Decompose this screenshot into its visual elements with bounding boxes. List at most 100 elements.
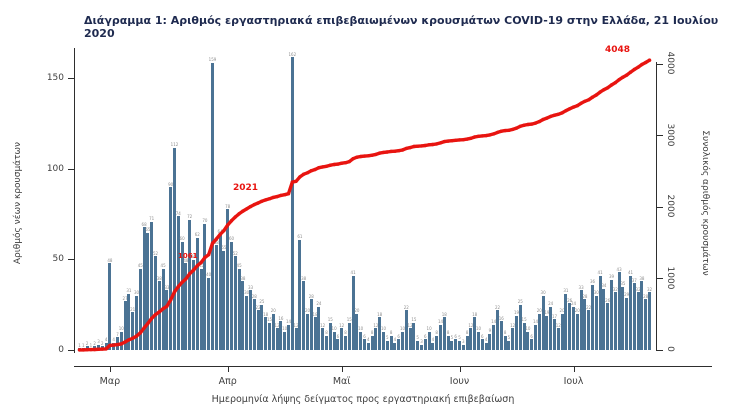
y-right-tick-mark bbox=[657, 349, 663, 351]
daily-cases-bar bbox=[575, 313, 579, 350]
daily-cases-bar bbox=[613, 292, 617, 350]
daily-cases-bar bbox=[404, 310, 408, 350]
daily-cases-bar-label: 16 bbox=[498, 315, 504, 321]
daily-cases-bar-label: 28 bbox=[308, 293, 314, 299]
daily-cases-bar-label: 5 bbox=[416, 335, 419, 341]
cumulative-cases-point bbox=[222, 228, 226, 233]
cumulative-cases-point bbox=[571, 105, 576, 109]
daily-cases-bar-label: 1 bbox=[82, 342, 85, 348]
daily-cases-bar-label: 8 bbox=[370, 330, 374, 336]
daily-cases-bar-label: 10 bbox=[358, 326, 364, 332]
daily-cases-bar-label: 28 bbox=[643, 293, 649, 299]
daily-cases-bar bbox=[518, 304, 522, 350]
daily-cases-bar bbox=[568, 303, 572, 350]
cumulative-cases-point bbox=[613, 81, 617, 85]
daily-cases-bar bbox=[108, 263, 112, 350]
daily-cases-bar bbox=[458, 340, 461, 350]
y-right-tick-mark bbox=[657, 278, 663, 279]
daily-cases-bar bbox=[366, 342, 370, 350]
cumulative-cases-point bbox=[324, 164, 329, 168]
cumulative-cases-point bbox=[556, 112, 560, 117]
daily-cases-bar bbox=[169, 187, 173, 350]
daily-cases-bar-label: 30 bbox=[540, 290, 546, 296]
daily-cases-bar-label: 50 bbox=[190, 254, 197, 260]
daily-cases-bar bbox=[328, 322, 332, 350]
cumulative-cases-point bbox=[423, 143, 427, 148]
daily-cases-bar bbox=[556, 328, 560, 350]
daily-cases-bar-label: 62 bbox=[194, 232, 200, 238]
cumulative-cases-point bbox=[290, 180, 294, 184]
daily-cases-bar bbox=[477, 331, 480, 350]
daily-cases-bar-label: 6 bbox=[424, 333, 427, 339]
daily-cases-bar-label: 14 bbox=[437, 319, 444, 325]
cumulative-cases-point bbox=[188, 272, 192, 276]
daily-cases-bar bbox=[233, 256, 237, 350]
cumulative-cases-point bbox=[583, 99, 587, 104]
daily-cases-bar bbox=[298, 239, 302, 350]
daily-cases-bar-label: 41 bbox=[597, 270, 603, 276]
daily-cases-bar-label: 10 bbox=[118, 326, 124, 332]
daily-cases-bar bbox=[260, 304, 264, 350]
daily-cases-bar bbox=[142, 227, 146, 350]
daily-cases-bar bbox=[287, 324, 290, 350]
y-left-tick-label: 150 bbox=[46, 73, 64, 84]
daily-cases-bar bbox=[252, 299, 256, 350]
x-tick-label: Μαϊ bbox=[332, 376, 351, 387]
daily-cases-bar bbox=[442, 317, 446, 350]
cumulative-cases-point bbox=[203, 255, 207, 260]
cumulative-cases-point bbox=[606, 86, 610, 90]
daily-cases-bar bbox=[488, 333, 492, 350]
cumulative-cases-point bbox=[450, 139, 454, 143]
daily-cases-bar bbox=[610, 279, 613, 350]
daily-cases-bar-label: 4 bbox=[393, 337, 397, 343]
cumulative-cases-point bbox=[389, 149, 393, 154]
cumulative-cases-point bbox=[476, 134, 481, 138]
daily-cases-bar bbox=[104, 342, 108, 350]
cumulative-cases-point bbox=[530, 122, 534, 126]
cumulative-cases-point bbox=[96, 347, 101, 351]
daily-cases-bar bbox=[534, 324, 537, 350]
cumulative-cases-point bbox=[138, 331, 142, 335]
daily-cases-bar-label: 45 bbox=[198, 263, 204, 269]
daily-cases-bar-label: 34 bbox=[601, 283, 607, 289]
cumulative-cases-point bbox=[332, 162, 336, 167]
daily-cases-bar bbox=[211, 62, 214, 350]
cumulative-cases-point bbox=[537, 119, 541, 124]
daily-cases-bar bbox=[435, 335, 439, 350]
daily-cases-bar-label: 12 bbox=[274, 322, 280, 328]
daily-cases-bar-label: 5 bbox=[386, 335, 389, 341]
daily-cases-bar bbox=[598, 275, 602, 350]
cumulative-cases-point bbox=[336, 162, 340, 166]
daily-cases-bar bbox=[165, 290, 169, 350]
cumulative-cases-point bbox=[180, 280, 184, 284]
cumulative-cases-point bbox=[131, 336, 135, 340]
daily-cases-bar-label: 18 bbox=[377, 311, 383, 317]
daily-cases-bar-label: 20 bbox=[574, 308, 580, 314]
cumulative-cases-point bbox=[191, 268, 196, 272]
daily-cases-bar bbox=[632, 283, 636, 350]
cumulative-cases-point bbox=[647, 58, 652, 62]
cumulative-cases-point bbox=[549, 114, 553, 119]
y-left-tick-mark bbox=[68, 168, 74, 170]
cumulative-cases-point bbox=[404, 146, 408, 151]
cumulative-cases-point bbox=[393, 149, 397, 153]
daily-cases-bar bbox=[150, 221, 154, 350]
daily-cases-bar-label: 12 bbox=[555, 322, 561, 328]
cumulative-cases-point bbox=[370, 153, 374, 157]
daily-cases-bar-label: 25 bbox=[259, 299, 265, 305]
cumulative-cases-point bbox=[469, 136, 473, 140]
daily-cases-bar bbox=[416, 340, 420, 350]
cumulative-cases-point bbox=[286, 192, 291, 196]
daily-cases-bar bbox=[469, 328, 473, 350]
daily-cases-bar bbox=[138, 268, 142, 350]
cumulative-cases-point bbox=[617, 78, 621, 82]
daily-cases-bar bbox=[180, 241, 184, 350]
cumulative-cases-point bbox=[427, 143, 431, 147]
daily-cases-bar bbox=[427, 331, 431, 350]
daily-cases-bar-label: 18 bbox=[263, 311, 269, 317]
daily-cases-bar bbox=[332, 331, 336, 350]
cumulative-cases-point bbox=[594, 93, 598, 97]
daily-cases-bar bbox=[480, 339, 484, 350]
daily-cases-bar-label: 64 bbox=[217, 228, 223, 234]
